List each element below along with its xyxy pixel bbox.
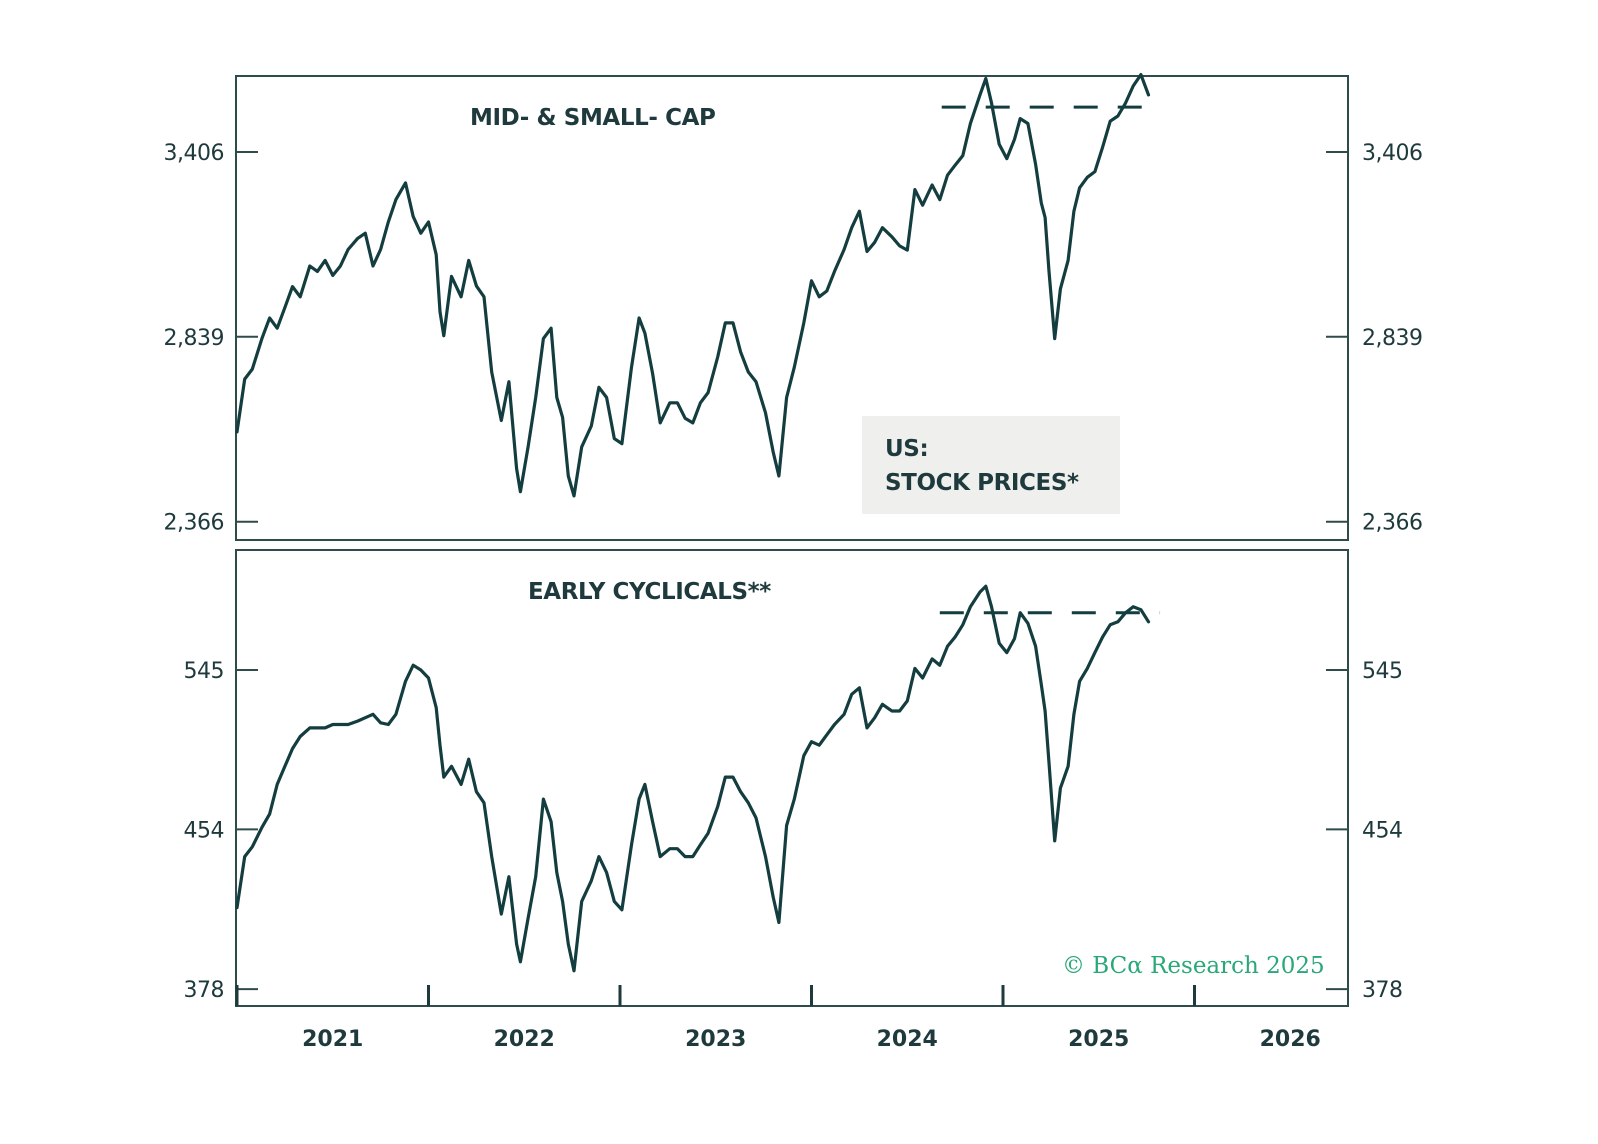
y-tick-label-right: 454	[1362, 818, 1403, 843]
credit-label: © BCα Research 2025	[1062, 953, 1325, 979]
y-tick-label-left: 454	[184, 818, 225, 843]
y-tick-label-right: 2,839	[1362, 326, 1422, 351]
panel-bottom-title: EARLY CYCLICALS**	[528, 579, 771, 605]
x-tick-label: 2025	[1068, 1027, 1129, 1052]
series-line-early-cyclicals	[235, 584, 1151, 973]
x-tick-label: 2021	[302, 1027, 363, 1052]
y-tick-label-left: 545	[184, 659, 225, 684]
x-tick-label: 2024	[877, 1027, 938, 1052]
y-tick-label-left: 2,839	[164, 326, 224, 351]
x-tick-label: 2022	[494, 1027, 555, 1052]
legend-line-1: US:	[885, 436, 928, 462]
x-axis: 2021 2022 2023 2024 2025 2026	[235, 985, 1321, 1052]
panel-top: MID- & SMALL- CAP 2,366 2,366 2,839 2,839 3,…	[164, 73, 1423, 541]
legend: US: STOCK PRICES*	[862, 416, 1120, 514]
x-tick-label: 2023	[685, 1027, 746, 1052]
panel-bottom: EARLY CYCLICALS** 378 378 454 454 545 545 © B…	[184, 549, 1404, 1007]
x-tick-label: 2026	[1260, 1027, 1321, 1052]
panel-bottom-y-axis: 378 378 454 454 545 545	[184, 659, 1404, 1003]
panel-top-y-axis: 2,366 2,366 2,839 2,839 3,406 3,406	[164, 141, 1423, 536]
y-tick-label-right: 545	[1362, 659, 1403, 684]
series-line-mid-small-cap	[235, 73, 1151, 498]
y-tick-label-right: 2,366	[1362, 511, 1422, 536]
y-tick-label-right: 3,406	[1362, 141, 1422, 166]
legend-box	[862, 416, 1120, 514]
y-tick-label-left: 378	[184, 978, 225, 1003]
panel-top-title: MID- & SMALL- CAP	[470, 105, 715, 131]
y-tick-label-right: 378	[1362, 978, 1403, 1003]
legend-line-2: STOCK PRICES*	[885, 470, 1079, 496]
panel-top-frame	[235, 75, 1349, 541]
panel-bottom-frame	[235, 549, 1349, 1007]
y-tick-label-left: 3,406	[164, 141, 224, 166]
y-tick-label-left: 2,366	[164, 511, 224, 536]
